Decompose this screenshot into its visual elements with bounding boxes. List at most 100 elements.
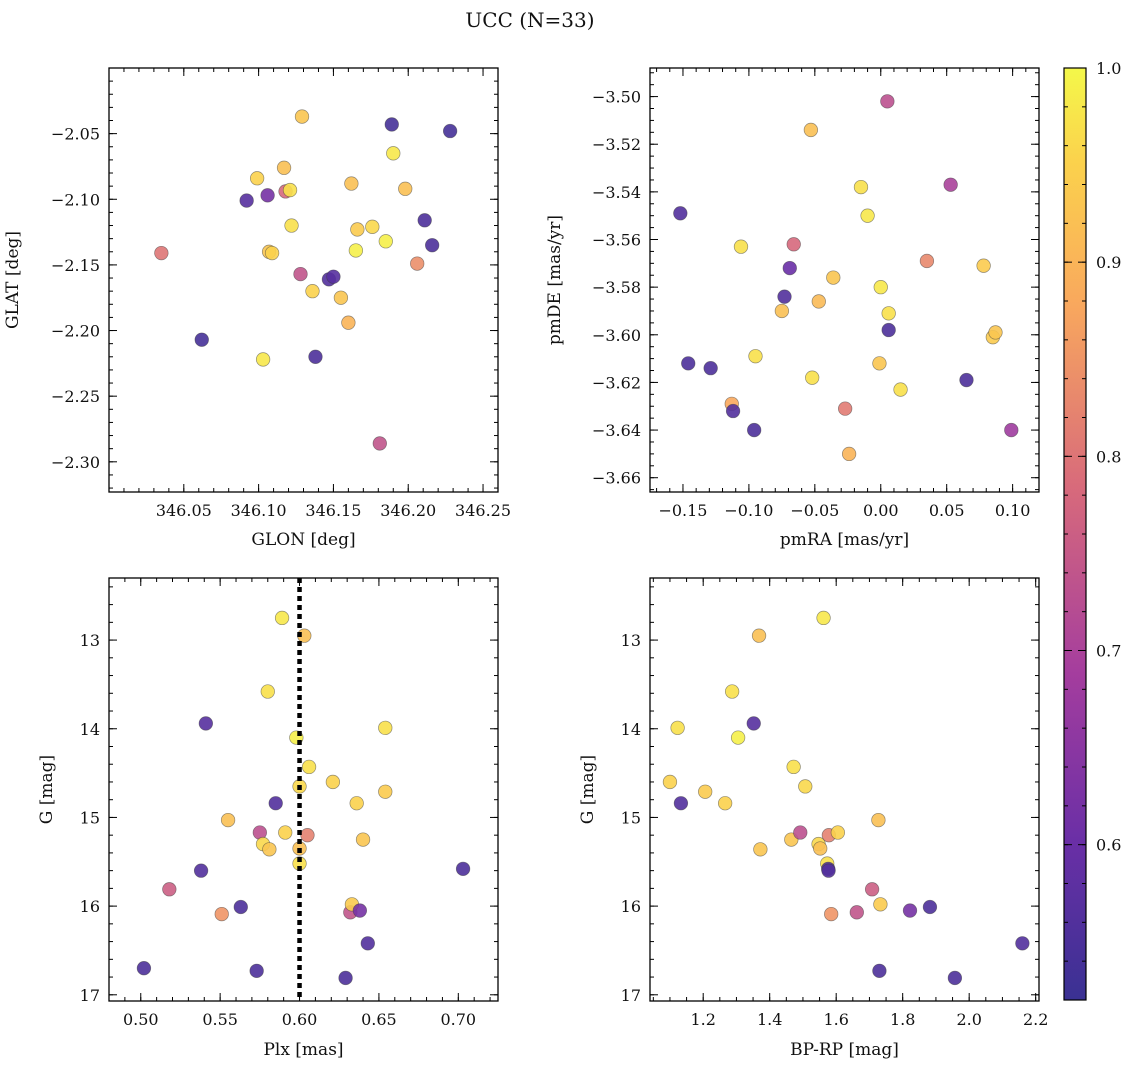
scatter-point	[730, 730, 746, 745]
scatter-point	[341, 315, 356, 330]
y-tick-label: −3.60	[592, 326, 641, 345]
y-tick-label: −2.10	[51, 190, 100, 209]
x-axis-label: pmRA [mas/yr]	[780, 530, 909, 550]
scatter-point	[372, 436, 387, 451]
scatter-point	[893, 382, 908, 397]
scatter-point	[673, 796, 689, 811]
scatter-point	[681, 356, 696, 371]
x-axis-label: GLON [deg]	[251, 530, 355, 550]
scatter-point	[816, 610, 831, 626]
scatter-point	[308, 349, 323, 364]
x-tick-label: 1.4	[757, 1010, 782, 1029]
x-tick-label: 0.00	[863, 501, 899, 520]
scatter-point	[811, 294, 826, 309]
scatter-point	[344, 176, 359, 191]
scatter-point	[747, 422, 762, 438]
x-tick-label: 346.10	[231, 501, 287, 520]
scatter-point	[943, 177, 958, 192]
scatter-points	[136, 610, 471, 986]
scatter-point	[349, 796, 364, 811]
y-tick-label: −3.52	[592, 135, 641, 154]
scatter-point	[786, 759, 801, 775]
scatter-point	[255, 352, 271, 367]
scatter-point	[260, 188, 275, 203]
scatter-point	[793, 825, 808, 840]
y-axis-label: G [mag]	[578, 755, 598, 824]
scatter-point	[355, 832, 371, 847]
x-tick-label: 346.25	[455, 501, 511, 520]
scatter-point	[417, 213, 432, 228]
x-tick-label: 346.05	[156, 501, 212, 520]
scatter-point	[805, 370, 820, 385]
scatter-point	[830, 825, 846, 840]
scatter-point	[333, 290, 349, 305]
scatter-point	[278, 825, 293, 840]
scatter-point	[136, 961, 152, 976]
panel-glon-glat: 346.05 346.10 346.15 346.20 346.25 −2.30 −2.25…	[3, 67, 511, 550]
scatter-point	[305, 284, 320, 299]
y-tick-label: −3.66	[592, 469, 641, 488]
scatter-point	[268, 796, 283, 811]
y-tick-label: −3.58	[592, 278, 641, 297]
y-tick-label: 17	[621, 986, 641, 1005]
scatter-point	[1015, 936, 1030, 951]
scatter-point	[214, 906, 229, 922]
y-axis-label: G [mag]	[37, 755, 57, 824]
y-tick-label: −2.20	[51, 322, 100, 341]
y-tick-label: −2.15	[51, 256, 100, 275]
scatter-point	[902, 903, 918, 918]
scatter-point	[813, 841, 828, 856]
colorbar-tick-label: 1.0	[1096, 59, 1121, 78]
scatter-point	[352, 903, 368, 918]
scatter-point	[455, 861, 471, 877]
scatter-point	[748, 349, 763, 364]
scatter-point	[350, 222, 365, 237]
scatter-point	[194, 332, 209, 347]
scatter-point	[294, 109, 310, 124]
scatter-point	[849, 905, 864, 920]
y-tick-label: 16	[80, 897, 100, 916]
scatter-point	[348, 243, 364, 258]
scatter-point	[698, 784, 713, 799]
scatter-point	[872, 963, 887, 978]
scatter-point	[871, 812, 886, 828]
y-tick-label: −3.54	[592, 183, 641, 202]
scatter-point	[746, 716, 761, 731]
x-tick-label: 0.10	[995, 501, 1031, 520]
scatter-point	[276, 160, 292, 175]
scatter-point	[662, 774, 678, 790]
axes-frame	[108, 67, 499, 493]
scatter-point	[386, 146, 401, 161]
x-tick-label: 1.6	[823, 1010, 848, 1029]
panel-plx-gmag: 0.50 0.55 0.60 0.65 0.70 13 14 15 16 17 Plx [mas] G…	[37, 577, 499, 1060]
scatter-point	[233, 899, 248, 915]
axes-frame	[649, 67, 1040, 493]
x-tick-label: 346.20	[380, 501, 436, 520]
scatter-points	[673, 94, 1019, 462]
x-tick-label: −0.05	[790, 501, 839, 520]
scatter-point	[703, 360, 718, 376]
scatter-point	[338, 970, 353, 986]
x-tick-label: 0.55	[202, 1010, 238, 1029]
scatter-point	[378, 784, 393, 799]
scatter-point	[947, 970, 963, 986]
scatter-point	[733, 239, 749, 254]
scatter-point	[1004, 422, 1019, 438]
scatter-point	[860, 208, 875, 223]
x-axis-label: BP-RP [mag]	[790, 1040, 899, 1060]
scatter-point	[777, 289, 792, 304]
x-tick-label: 0.60	[282, 1010, 318, 1029]
scatter-point	[922, 899, 938, 915]
x-tick-label: 2.2	[1023, 1010, 1048, 1029]
y-tick-label: 13	[80, 631, 100, 650]
scatter-points	[154, 109, 458, 451]
scatter-point	[410, 256, 425, 271]
scatter-point	[193, 863, 209, 878]
y-tick-label: 17	[80, 986, 100, 1005]
y-tick-label: −2.25	[51, 387, 100, 406]
scatter-point	[154, 245, 169, 261]
scatter-point	[260, 684, 275, 699]
scatter-point	[872, 356, 887, 371]
axes-frame	[649, 577, 1040, 1002]
scatter-point	[442, 123, 458, 139]
